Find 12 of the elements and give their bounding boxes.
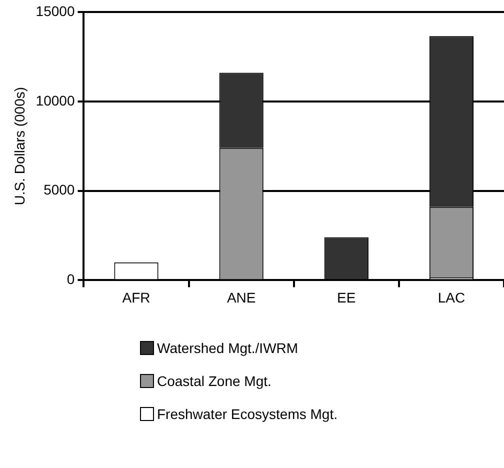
- y-axis-title: U.S. Dollars (000s): [11, 86, 28, 206]
- y-tick-label: 5000: [44, 182, 75, 198]
- y-tick-label: 10000: [36, 92, 75, 108]
- legend-label: Freshwater Ecosystems Mgt.: [157, 406, 338, 422]
- legend-label: Watershed Mgt./IWRM: [157, 340, 298, 356]
- x-tick-label: EE: [337, 289, 356, 306]
- legend-label: Coastal Zone Mgt.: [157, 373, 272, 389]
- x-tick-label: LAC: [438, 289, 466, 306]
- x-tick-label: ANE: [226, 289, 256, 306]
- y-tick-label: 15000: [36, 2, 75, 19]
- y-tick-label: 0: [66, 271, 75, 288]
- x-tick-label: AFR: [122, 289, 150, 306]
